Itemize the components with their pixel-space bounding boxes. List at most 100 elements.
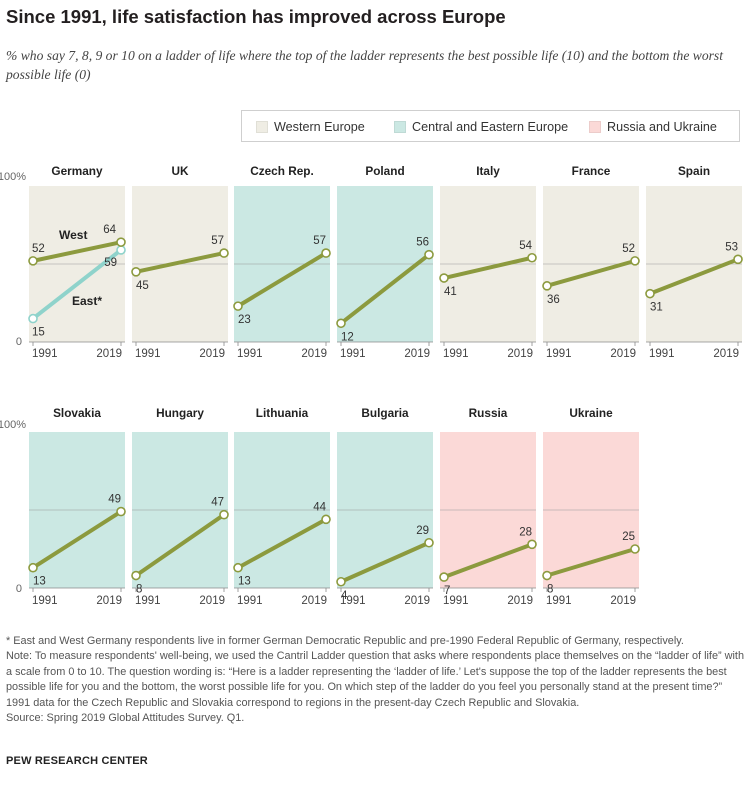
chart-title: Since 1991, life satisfaction has improv… — [6, 6, 506, 27]
data-label-germany-west: 64 — [103, 224, 116, 236]
data-label-ukraine-series: 25 — [622, 531, 635, 543]
y-tick-label-top: 100% — [0, 419, 26, 431]
data-point-ukraine-series — [630, 544, 640, 554]
data-label-czech-rep-series: 23 — [238, 314, 251, 326]
x-tick-label-lithuania: 2019 — [301, 595, 327, 607]
panel-title-russia: Russia — [469, 406, 508, 420]
series-line-spain-series — [648, 257, 740, 296]
legend-label-russia: Russia and Ukraine — [607, 120, 717, 134]
panel-title-uk: UK — [171, 164, 189, 178]
x-tick-label-russia: 2019 — [507, 595, 533, 607]
legend-label-central: Central and Eastern Europe — [412, 120, 569, 134]
chart-subtitle: % who say 7, 8, 9 or 10 on a ladder of l… — [6, 48, 723, 82]
data-point-bulgaria-series — [336, 576, 346, 587]
series-line-ukraine-series — [545, 547, 637, 578]
legend-item-western: Western Europe — [256, 119, 365, 135]
x-tick-label-czech-rep: 2019 — [301, 348, 327, 360]
data-label-czech-rep-series: 57 — [313, 235, 326, 247]
panel-title-hungary: Hungary — [156, 406, 204, 420]
data-point-germany-west — [28, 256, 38, 266]
x-tick-label-russia: 1991 — [443, 595, 469, 607]
small-multiples-chart: 100% 0 100% 0 Germany 1991 2019 52 64 15 59 West Eas… — [0, 164, 743, 607]
data-label-hungary-series: 47 — [211, 497, 224, 509]
panel-title-poland: Poland — [365, 164, 404, 178]
data-point-spain-series — [733, 254, 743, 265]
data-label-slovakia-series: 49 — [108, 494, 121, 506]
data-label-hungary-series: 8 — [136, 584, 142, 596]
data-point-slovakia-series — [116, 506, 126, 517]
x-tick-label-italy: 2019 — [507, 348, 533, 360]
data-point-bulgaria-series — [424, 537, 434, 548]
y-tick-label-zero: 0 — [16, 336, 22, 348]
series-line-hungary-series — [134, 512, 226, 578]
x-tick-label-slovakia: 1991 — [32, 595, 58, 607]
panel-title-germany: Germany — [51, 164, 103, 178]
x-tick-label-bulgaria: 2019 — [404, 595, 430, 607]
x-tick-label-ukraine: 1991 — [546, 595, 572, 607]
data-point-hungary-series — [131, 570, 141, 581]
x-tick-label-uk: 2019 — [199, 348, 225, 360]
data-label-russia-series: 7 — [444, 585, 450, 597]
data-label-lithuania-series: 44 — [313, 501, 326, 513]
data-point-russia-series — [527, 539, 537, 550]
data-label-germany-east: 15 — [32, 327, 45, 339]
data-point-italy-series — [527, 252, 537, 263]
legend-swatch-western — [256, 121, 268, 133]
data-label-france-series: 52 — [622, 243, 635, 255]
data-point-poland-series — [336, 318, 346, 329]
data-point-uk-series — [219, 248, 229, 258]
x-tick-label-france: 1991 — [546, 348, 572, 360]
data-label-slovakia-series: 13 — [33, 576, 46, 588]
legend: Western Europe Central and Eastern Europ… — [241, 110, 740, 142]
series-line-slovakia-series — [31, 509, 123, 570]
data-point-germany-east — [28, 313, 38, 324]
x-tick-label-lithuania: 1991 — [237, 595, 263, 607]
data-point-czech-rep-series — [233, 301, 243, 311]
data-point-lithuania-series — [321, 514, 331, 525]
data-point-ukraine-series — [542, 570, 552, 581]
x-tick-label-germany: 2019 — [96, 348, 122, 360]
data-point-germany-east — [116, 245, 126, 255]
series-line-bulgaria-series — [339, 540, 431, 584]
data-label-germany-west: 52 — [32, 243, 45, 255]
series-line-germany-east — [31, 247, 123, 321]
series-line-italy-series — [442, 255, 534, 281]
x-tick-label-uk: 1991 — [135, 348, 161, 360]
x-tick-label-poland: 2019 — [404, 348, 430, 360]
footnote-note: Note: To measure respondents' well-being… — [6, 650, 745, 709]
data-label-lithuania-series: 13 — [238, 576, 251, 588]
panel-title-czech-rep: Czech Rep. — [250, 164, 314, 178]
x-tick-label-hungary: 1991 — [135, 595, 161, 607]
brand-logo-text: PEW RESEARCH CENTER — [6, 755, 148, 767]
data-point-france-series — [630, 256, 640, 266]
y-tick-label-zero: 0 — [16, 583, 22, 595]
data-label-uk-series: 57 — [211, 235, 224, 247]
footnote-source: Source: Spring 2019 Global Attitudes Sur… — [6, 712, 245, 725]
x-tick-label-spain: 1991 — [649, 348, 675, 360]
data-point-france-series — [542, 281, 552, 291]
data-point-hungary-series — [219, 509, 229, 520]
panel-title-ukraine: Ukraine — [569, 406, 613, 420]
series-line-france-series — [545, 258, 637, 288]
legend-item-central: Central and Eastern Europe — [394, 119, 568, 135]
data-label-russia-series: 28 — [519, 526, 532, 538]
data-label-france-series: 36 — [547, 294, 560, 306]
panel-title-france: France — [572, 164, 611, 178]
data-point-slovakia-series — [28, 562, 38, 573]
panel-title-italy: Italy — [476, 164, 500, 178]
series-line-germany-west — [31, 240, 123, 263]
panel-title-lithuania: Lithuania — [256, 406, 309, 420]
data-label-spain-series: 31 — [650, 302, 663, 314]
legend-item-russia: Russia and Ukraine — [589, 119, 717, 135]
panel-title-bulgaria: Bulgaria — [361, 406, 409, 420]
data-label-bulgaria-series: 4 — [341, 590, 348, 602]
series-label-west: West — [59, 228, 87, 242]
x-tick-label-bulgaria: 1991 — [340, 595, 366, 607]
data-label-poland-series: 56 — [416, 237, 429, 249]
series-line-lithuania-series — [236, 517, 328, 570]
legend-label-western: Western Europe — [274, 120, 365, 134]
data-label-bulgaria-series: 29 — [416, 525, 429, 537]
data-label-italy-series: 54 — [519, 240, 532, 252]
series-line-poland-series — [339, 252, 431, 326]
series-line-uk-series — [134, 251, 226, 274]
